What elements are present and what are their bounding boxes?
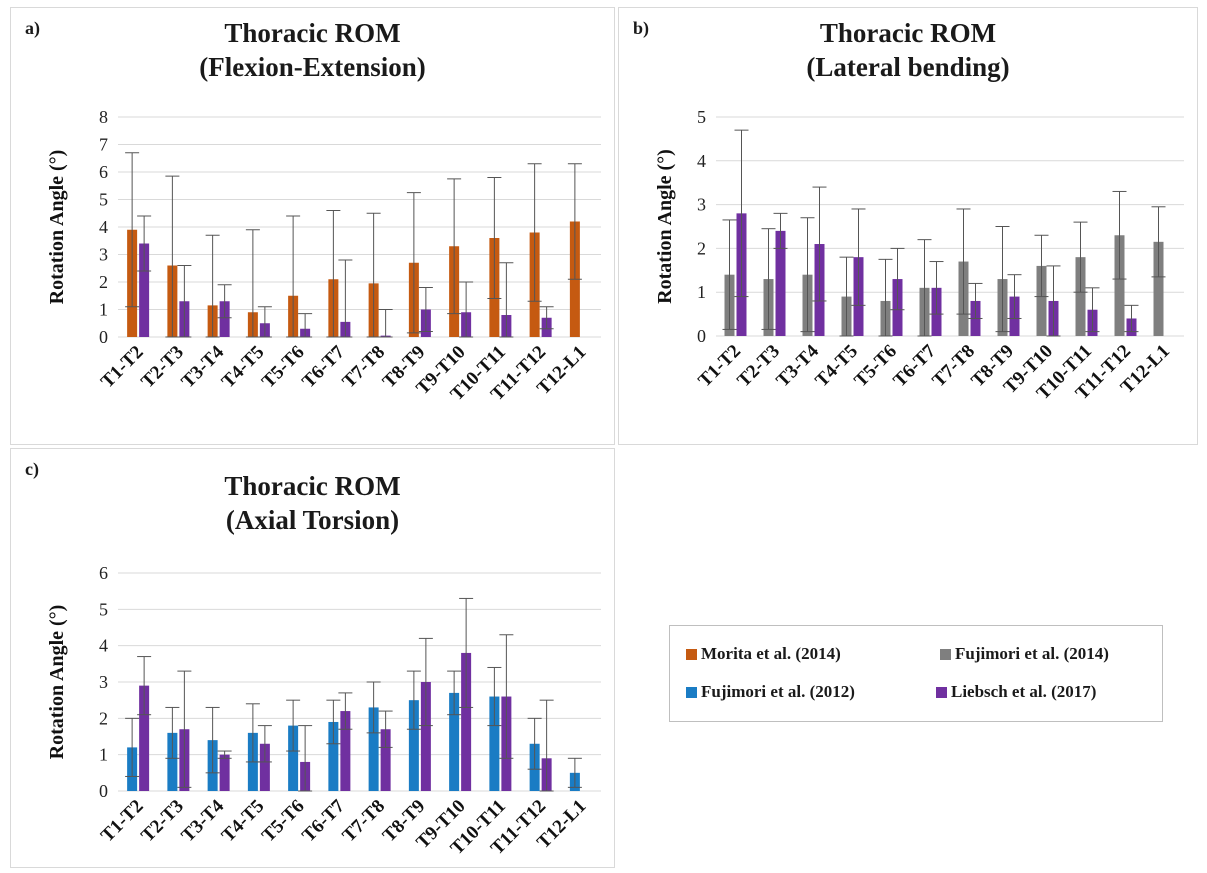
y-tick-label: 2 xyxy=(99,272,108,292)
x-tick-label: T7-T8 xyxy=(928,341,979,392)
bar-fujimori-et-al-2012-t7-t8 xyxy=(368,707,379,791)
panel-label: c) xyxy=(25,459,39,479)
x-tick-label: T6-T7 xyxy=(889,340,940,391)
y-tick-label: 4 xyxy=(697,151,706,171)
bar-fujimori-et-al-2014-t11-t12 xyxy=(1114,235,1125,336)
bar-liebsch-et-al-2017-t7-t8 xyxy=(380,729,391,791)
y-tick-label: 8 xyxy=(99,107,108,127)
chart-title-line-1: Thoracic ROM xyxy=(819,18,997,48)
y-tick-label: 6 xyxy=(99,563,108,583)
x-tick-label: T2-T3 xyxy=(137,796,188,847)
x-tick-label: T5-T6 xyxy=(850,341,901,392)
x-tick-label: T3-T4 xyxy=(772,340,823,391)
chart-title-line-2: (Axial Torsion) xyxy=(225,505,400,535)
bar-liebsch-et-al-2017-t9-t10 xyxy=(461,652,472,791)
y-tick-label: 5 xyxy=(99,190,108,210)
legend-item-fujimori-2014: Fujimori et al. (2014) xyxy=(940,644,1109,664)
x-tick-label: T6-T7 xyxy=(298,795,349,846)
bar-liebsch-et-al-2017-t4-t5 xyxy=(259,743,270,791)
bar-liebsch-et-al-2017-t8-t9 xyxy=(420,682,431,791)
chart-title: Thoracic ROM (Lateral bending) xyxy=(619,16,1197,84)
x-tick-label: T7-T8 xyxy=(338,342,389,393)
y-tick-label: 6 xyxy=(99,162,108,182)
bar-fujimori-et-al-2014-t10-t11 xyxy=(1075,257,1086,336)
legend-label: Fujimori et al. (2014) xyxy=(955,644,1109,663)
x-tick-label: T1-T2 xyxy=(694,341,745,392)
bar-liebsch-et-al-2017-t3-t4 xyxy=(219,754,230,791)
legend-label: Liebsch et al. (2017) xyxy=(951,682,1097,701)
bar-chart-flexion-extension: 0 1 2 3 4 5 6 7 8 Rotation Angle (°) T1-T2T2-T3T3-… xyxy=(46,107,601,405)
x-tick-label: T7-T8 xyxy=(338,796,389,847)
legend-label: Fujimori et al. (2012) xyxy=(701,682,855,701)
x-tick-label: T4-T5 xyxy=(811,341,862,392)
bar-fujimori-et-al-2012-t2-t3 xyxy=(167,732,178,791)
bar-liebsch-et-al-2017-t3-t4 xyxy=(219,301,230,337)
bar-liebsch-et-al-2017-t1-t2 xyxy=(139,685,150,791)
bar-fujimori-et-al-2014-t12-l1 xyxy=(1153,241,1164,336)
chart-legend: Morita et al. (2014) Fujimori et al. (20… xyxy=(669,625,1163,722)
x-tick-label: T6-T7 xyxy=(298,341,349,392)
chart-panel-axial-torsion: c) Thoracic ROM (Axial Torsion) 0 1 2 3 4 5 6 R… xyxy=(10,448,615,868)
y-tick-label: 3 xyxy=(99,245,108,265)
chart-title-line-2: (Lateral bending) xyxy=(806,52,1010,82)
legend-label: Morita et al. (2014) xyxy=(701,644,841,663)
y-tick-label: 0 xyxy=(99,781,108,801)
y-tick-label: 1 xyxy=(99,300,108,320)
x-tick-label: T3-T4 xyxy=(177,341,228,392)
chart-title-line-1: Thoracic ROM xyxy=(224,471,401,501)
legend-swatch xyxy=(940,648,951,660)
x-tick-label: T5-T6 xyxy=(258,342,309,393)
chart-title: Thoracic ROM (Axial Torsion) xyxy=(11,469,614,537)
y-tick-label: 2 xyxy=(697,238,706,258)
y-tick-label: 0 xyxy=(99,327,108,347)
chart-panel-flexion-extension: a) Thoracic ROM (Flexion-Extension) 0 1 2 3… xyxy=(10,7,615,445)
y-tick-label: 3 xyxy=(99,672,108,692)
panel-label: a) xyxy=(25,18,40,38)
bar-liebsch-et-al-2017-t6-t7 xyxy=(340,711,351,791)
y-tick-label: 7 xyxy=(99,135,108,155)
x-tick-label: T2-T3 xyxy=(137,342,188,393)
bar-liebsch-et-al-2017-t1-t2 xyxy=(139,243,150,337)
x-tick-label: T1-T2 xyxy=(97,342,148,393)
bar-fujimori-et-al-2012-t6-t7 xyxy=(328,721,339,791)
legend-item-fujimori-2012: Fujimori et al. (2012) xyxy=(686,682,855,702)
bar-chart-axial-torsion: 0 1 2 3 4 5 6 Rotation Angle (°) T1-T2T2-T3T3-T4… xyxy=(46,563,601,859)
y-tick-label: 5 xyxy=(697,107,706,127)
y-tick-label: 4 xyxy=(99,217,108,237)
legend-swatch xyxy=(686,648,697,660)
x-tick-label: T4-T5 xyxy=(218,796,269,847)
y-tick-label: 5 xyxy=(99,599,108,619)
x-tick-label: T4-T5 xyxy=(218,342,269,393)
bar-fujimori-et-al-2012-t5-t6 xyxy=(288,725,299,791)
x-tick-label: T3-T4 xyxy=(177,795,228,846)
y-tick-label: 0 xyxy=(697,326,706,346)
bar-fujimori-et-al-2014-t9-t10 xyxy=(1036,265,1047,336)
chart-title-line-2: (Flexion-Extension) xyxy=(199,52,426,82)
panel-label: b) xyxy=(633,18,650,38)
legend-item-liebsch-2017: Liebsch et al. (2017) xyxy=(936,682,1096,702)
x-tick-label: T2-T3 xyxy=(733,341,784,392)
y-axis-label: Rotation Angle (°) xyxy=(654,149,676,304)
y-tick-label: 3 xyxy=(697,195,706,215)
x-tick-label: T1-T2 xyxy=(97,796,148,847)
bar-fujimori-et-al-2012-t10-t11 xyxy=(489,696,500,791)
y-tick-label: 1 xyxy=(697,282,706,302)
y-axis-label: Rotation Angle (°) xyxy=(46,150,68,305)
y-tick-label: 4 xyxy=(99,636,108,656)
legend-swatch xyxy=(936,686,947,698)
bar-liebsch-et-al-2017-t2-t3 xyxy=(775,230,786,336)
chart-panel-lateral-bending: b) Thoracic ROM (Lateral bending) 0 1 2 3 4 5… xyxy=(618,7,1198,445)
bar-fujimori-et-al-2012-t9-t10 xyxy=(449,692,460,791)
legend-swatch xyxy=(686,686,697,698)
legend-item-morita-2014: Morita et al. (2014) xyxy=(686,644,841,664)
chart-title: Thoracic ROM (Flexion-Extension) xyxy=(11,16,614,84)
chart-title-line-1: Thoracic ROM xyxy=(224,18,401,48)
x-tick-label: T5-T6 xyxy=(258,796,309,847)
y-tick-label: 1 xyxy=(99,745,108,765)
y-tick-label: 2 xyxy=(99,708,108,728)
bar-fujimori-et-al-2012-t8-t9 xyxy=(408,700,419,791)
y-axis-label: Rotation Angle (°) xyxy=(46,605,68,760)
